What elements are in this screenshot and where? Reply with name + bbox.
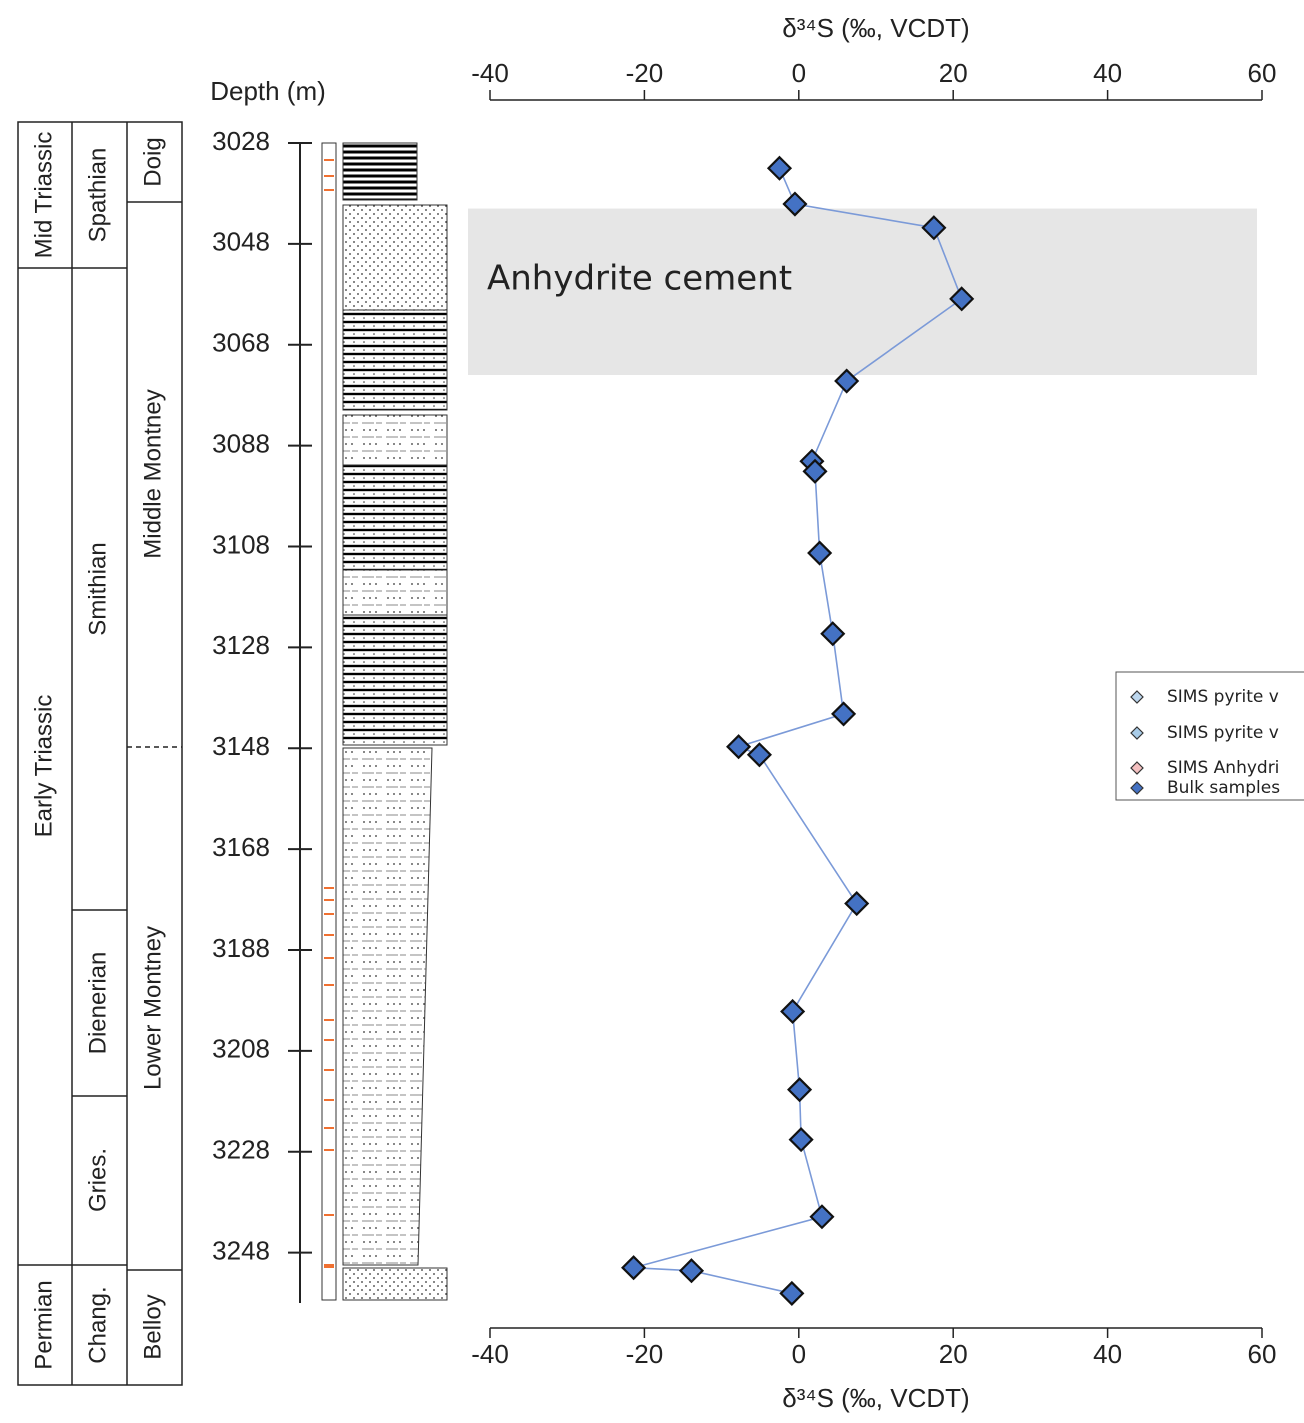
data-point: [748, 744, 770, 766]
data-point: [781, 1282, 803, 1304]
data-point: [789, 1079, 811, 1101]
y-tick-label: 3028: [212, 126, 270, 156]
legend-label: SIMS pyrite v: [1167, 687, 1279, 707]
x-tick-label: 40: [1093, 58, 1122, 88]
data-point: [809, 542, 831, 564]
strat-label: Belloy: [139, 1294, 166, 1359]
y-tick-label: 3088: [212, 428, 270, 458]
strat-label: Early Triassic: [30, 695, 57, 838]
strat-label: Gries.: [84, 1148, 111, 1212]
strat-label: Smithian: [84, 542, 111, 635]
x-axis-title: δ³⁴S (‰, VCDT): [782, 1383, 969, 1413]
x-axis-title: δ³⁴S (‰, VCDT): [782, 13, 969, 43]
legend-label: SIMS pyrite v: [1167, 723, 1279, 743]
strat-label: Doig: [139, 137, 166, 186]
data-point: [822, 623, 844, 645]
strat-label: Dienerian: [84, 952, 111, 1055]
data-point: [846, 893, 868, 915]
x-tick-label: -40: [471, 58, 509, 88]
x-tick-label: -40: [471, 1339, 509, 1369]
data-point: [623, 1257, 645, 1279]
x-tick-label: 0: [792, 1339, 806, 1369]
y-tick-label: 3208: [212, 1034, 270, 1064]
x-tick-label: -20: [626, 1339, 664, 1369]
legend-label: SIMS Anhydri: [1167, 758, 1279, 778]
strat-label: Spathian: [84, 148, 111, 243]
strat-label: Lower Montney: [139, 926, 166, 1090]
x-tick-label: 40: [1093, 1339, 1122, 1369]
y-tick-label: 3248: [212, 1235, 270, 1265]
x-tick-label: 20: [939, 58, 968, 88]
page: {"chart_data": { "type": "scatter", "x_l…: [0, 0, 1304, 1423]
data-point: [811, 1206, 833, 1228]
lithology-column: [322, 143, 447, 1300]
x-tick-label: -20: [626, 58, 664, 88]
data-point: [833, 703, 855, 725]
x-tick-label: 60: [1248, 1339, 1277, 1369]
y-tick-label: 3148: [212, 731, 270, 761]
data-point: [769, 157, 791, 179]
y-tick-label: 3128: [212, 630, 270, 660]
x-tick-label: 60: [1248, 58, 1277, 88]
y-axis-title: Depth (m): [210, 76, 326, 106]
data-point: [782, 1000, 804, 1022]
strat-label: Middle Montney: [139, 389, 166, 558]
data-point: [728, 736, 750, 758]
y-tick-label: 3108: [212, 529, 270, 559]
y-tick-label: 3168: [212, 832, 270, 862]
data-point: [680, 1260, 702, 1282]
y-tick-label: 3188: [212, 933, 270, 963]
y-tick-label: 3068: [212, 328, 270, 358]
legend-label: Bulk samples: [1167, 778, 1280, 798]
strat-label: Permian: [30, 1280, 57, 1369]
data-point: [790, 1129, 812, 1151]
strat-label: Mid Triassic: [30, 132, 57, 259]
x-tick-label: 20: [939, 1339, 968, 1369]
y-tick-label: 3048: [212, 227, 270, 257]
chart: Anhydrite cement Depth (m) 3028 3048 3068 308…: [0, 0, 1304, 1423]
x-tick-label: 0: [792, 58, 806, 88]
highlight-label: Anhydrite cement: [487, 258, 792, 298]
strat-label: Chang.: [84, 1286, 111, 1363]
y-tick-label: 3228: [212, 1135, 270, 1165]
